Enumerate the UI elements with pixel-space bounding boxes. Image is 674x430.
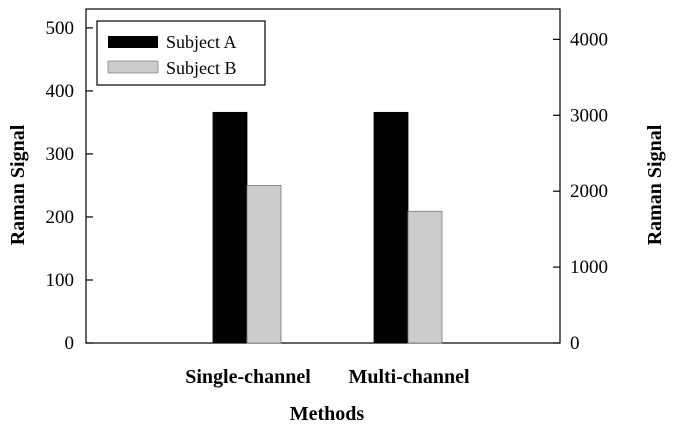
legend-label-subject-a: Subject A <box>166 32 237 52</box>
category-labels: Single-channel Multi-channel <box>185 366 470 388</box>
left-tick-label: 200 <box>46 207 75 228</box>
right-tick-label: 2000 <box>570 181 608 202</box>
bar-subject-a-multi-channel <box>373 111 409 344</box>
x-axis-title: Methods <box>290 403 365 425</box>
bar-subject-a-single-channel <box>212 111 248 344</box>
bar-subject-b-multi-channel <box>407 210 443 344</box>
right-tick-label: 3000 <box>570 105 608 126</box>
legend-box <box>96 20 266 86</box>
right-tick-label: 0 <box>570 333 580 354</box>
category-label: Single-channel <box>185 366 311 388</box>
plot-frame <box>85 8 561 344</box>
legend-swatch-subject-b <box>107 60 159 74</box>
bars <box>212 111 443 344</box>
left-tick-label: 400 <box>46 81 75 102</box>
left-tick-label: 0 <box>65 333 75 354</box>
legend: Subject A Subject B <box>96 20 266 86</box>
right-tick-label: 1000 <box>570 257 608 278</box>
legend-swatch-subject-a <box>108 36 158 48</box>
y-axis-title-left: Raman Signal <box>7 124 29 245</box>
right-axis: 0 1000 2000 3000 4000 <box>553 29 608 354</box>
category-label: Multi-channel <box>348 366 470 388</box>
left-tick-label: 500 <box>46 18 75 39</box>
left-tick-label: 300 <box>46 144 75 165</box>
y-axis-title-right: Raman Signal <box>644 124 666 245</box>
legend-label-subject-b: Subject B <box>166 58 237 78</box>
bar-subject-b-single-channel <box>246 185 282 344</box>
left-axis: 0 100 200 300 400 500 <box>46 18 93 354</box>
left-tick-label: 100 <box>46 270 75 291</box>
right-tick-label: 4000 <box>570 29 608 50</box>
